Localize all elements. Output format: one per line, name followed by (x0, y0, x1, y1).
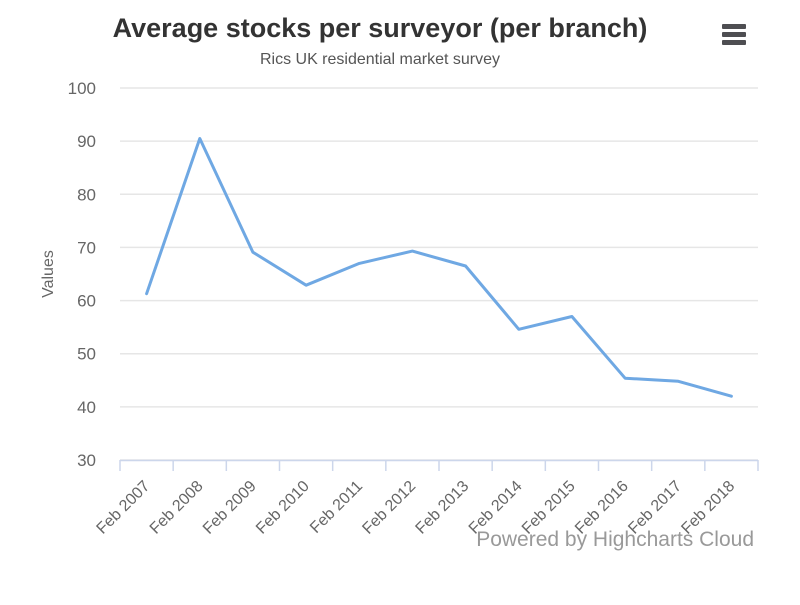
hamburger-bar (722, 24, 746, 29)
y-axis-label: 40 (77, 398, 96, 417)
chart-subtitle: Rics UK residential market survey (259, 51, 501, 68)
y-axis-label: 60 (77, 292, 96, 311)
y-axis-title: Values (40, 250, 57, 298)
y-axis-label: 90 (77, 132, 96, 151)
y-axis-label: 70 (77, 238, 96, 257)
x-axis-label: Feb 2011 (307, 478, 366, 537)
hamburger-icon (722, 24, 746, 45)
hamburger-bar (722, 40, 746, 45)
credits-link[interactable]: Powered by Highcharts Cloud (476, 528, 754, 551)
x-axis-label: Feb 2013 (413, 478, 473, 538)
x-axis-label: Feb 2012 (359, 478, 419, 538)
y-axis-label: 30 (77, 451, 96, 470)
hamburger-bar (722, 32, 746, 37)
x-axis-label: Feb 2007 (94, 478, 154, 538)
series-line[interactable] (145, 137, 733, 398)
y-axis-label: 50 (77, 345, 96, 364)
x-axis-label: Feb 2008 (147, 478, 207, 538)
x-axis-label: Feb 2010 (253, 478, 313, 538)
export-menu-button[interactable] (718, 21, 750, 48)
x-axis-label: Feb 2009 (200, 478, 260, 538)
y-axis-label: 80 (77, 185, 96, 204)
chart-title: Average stocks per surveyor (per branch) (112, 13, 648, 43)
y-axis-label: 100 (68, 79, 96, 98)
